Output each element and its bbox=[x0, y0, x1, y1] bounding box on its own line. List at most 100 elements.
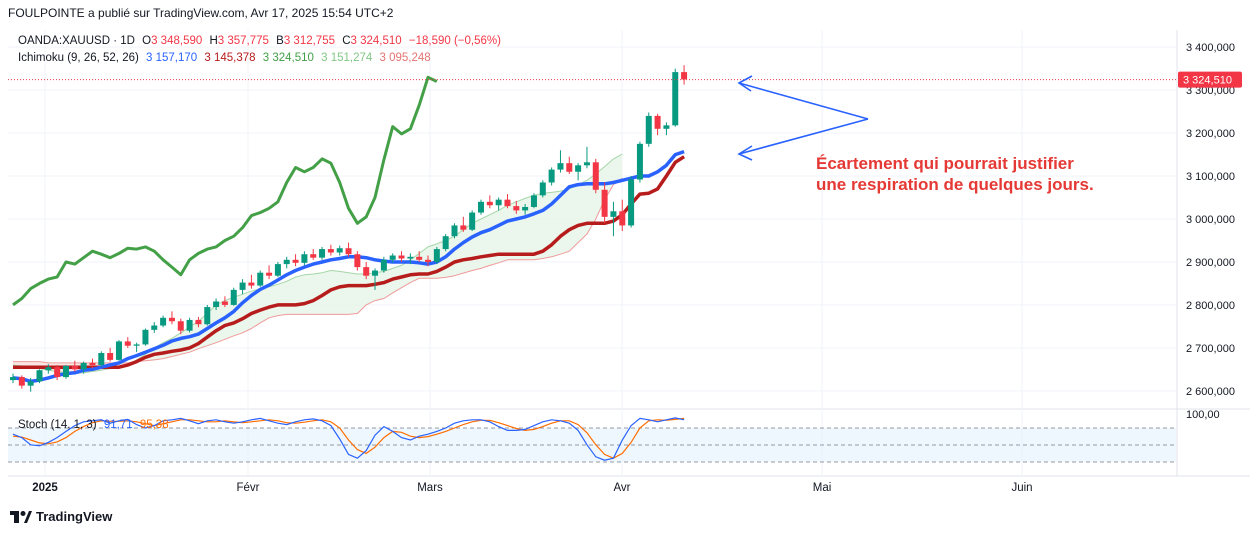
candle bbox=[557, 150, 564, 173]
candle-body bbox=[663, 125, 670, 129]
stoch-d-line bbox=[12, 417, 685, 459]
chikou-span-line bbox=[12, 75, 438, 307]
candle-body bbox=[239, 282, 246, 290]
candle-body bbox=[654, 115, 661, 129]
y-tick-label: 3 200,000 bbox=[1186, 128, 1235, 140]
candle-body bbox=[645, 115, 652, 144]
candle bbox=[477, 199, 484, 215]
candle-body bbox=[18, 377, 25, 386]
candle bbox=[115, 340, 122, 361]
candle bbox=[336, 245, 343, 256]
symbol-label[interactable]: OANDA:XAUUSD · 1D bbox=[18, 35, 135, 47]
candle bbox=[301, 251, 308, 266]
candle bbox=[204, 304, 211, 326]
candle-body bbox=[522, 206, 529, 211]
ichimoku-label[interactable]: Ichimoku (9, 26, 52, 26) bbox=[18, 52, 139, 64]
candle bbox=[451, 223, 458, 239]
candle-body bbox=[539, 182, 546, 196]
candle-body bbox=[186, 319, 193, 331]
arrow-shaft-upper bbox=[738, 82, 869, 120]
candle bbox=[133, 342, 140, 353]
candle bbox=[566, 156, 573, 174]
candle-body bbox=[336, 248, 343, 253]
candle bbox=[89, 358, 96, 369]
candle-body bbox=[557, 163, 564, 170]
chart-grid bbox=[8, 30, 1250, 477]
candle bbox=[292, 254, 299, 267]
candle-body bbox=[142, 329, 149, 345]
candle bbox=[672, 68, 679, 127]
candle bbox=[266, 265, 273, 280]
candle-body bbox=[619, 211, 626, 226]
candle-body bbox=[133, 344, 140, 346]
arrow-head-lower bbox=[737, 145, 753, 161]
candle-body bbox=[601, 189, 608, 217]
candle-body bbox=[628, 179, 635, 226]
annotation-text: Écartement qui pourrait justifier une re… bbox=[816, 153, 1094, 195]
chikou-value: 3 324,510 bbox=[262, 52, 314, 64]
candle-body bbox=[433, 249, 440, 262]
candle bbox=[80, 361, 87, 374]
arrow-head-upper bbox=[737, 75, 753, 92]
candle bbox=[425, 255, 432, 267]
stoch-d-value: 95,38 bbox=[139, 419, 169, 431]
stoch-axis-label: 100,00 bbox=[1186, 409, 1220, 421]
candle bbox=[619, 199, 626, 232]
candle-body bbox=[204, 307, 211, 325]
candle-body bbox=[27, 381, 34, 386]
candle-body bbox=[460, 225, 467, 230]
candle-body bbox=[54, 367, 61, 378]
candle-body bbox=[486, 201, 493, 206]
candle bbox=[10, 373, 16, 384]
candle-body bbox=[151, 325, 158, 330]
y-tick-label: 2 700,000 bbox=[1186, 343, 1235, 355]
candle bbox=[380, 256, 387, 273]
candle-body bbox=[115, 341, 122, 360]
candle-body bbox=[98, 353, 105, 366]
candle bbox=[186, 317, 193, 333]
candle bbox=[160, 315, 167, 328]
candle bbox=[416, 251, 423, 262]
candle bbox=[319, 246, 326, 260]
legend-close: C3 324,510 bbox=[342, 35, 402, 47]
candle-body bbox=[610, 211, 617, 217]
candle bbox=[283, 256, 290, 269]
candle bbox=[575, 163, 582, 181]
candle-body bbox=[425, 259, 432, 262]
candle bbox=[495, 197, 502, 211]
candle bbox=[310, 249, 317, 260]
candle-body bbox=[372, 270, 379, 276]
candle bbox=[663, 122, 670, 136]
candle-body bbox=[107, 353, 114, 360]
legend-high: H3 357,775 bbox=[209, 35, 269, 47]
annotation-arrows bbox=[737, 75, 869, 161]
candle-body bbox=[221, 301, 228, 305]
candle bbox=[681, 65, 688, 85]
candle bbox=[62, 365, 69, 379]
candle bbox=[389, 253, 396, 263]
annotation-line-2: une respiration de quelques jours. bbox=[816, 175, 1094, 194]
tradingview-logo[interactable]: TradingView bbox=[10, 509, 112, 524]
candle bbox=[36, 369, 43, 384]
candle-body bbox=[327, 249, 334, 253]
candle-body bbox=[583, 162, 590, 166]
candle bbox=[151, 322, 158, 333]
candle-body bbox=[442, 236, 449, 250]
span-a-value: 3 151,274 bbox=[321, 52, 373, 64]
y-tick-label: 2 800,000 bbox=[1186, 300, 1235, 312]
candle bbox=[124, 337, 131, 348]
candle-body bbox=[10, 377, 16, 381]
candle bbox=[239, 279, 246, 295]
stoch-label[interactable]: Stoch (14, 1, 3) bbox=[18, 419, 97, 431]
candle bbox=[27, 377, 34, 392]
candle bbox=[98, 351, 105, 367]
stochastic-panel: 100,00 bbox=[8, 409, 1220, 463]
legend-low: B3 312,755 bbox=[276, 35, 335, 47]
legend-open: O3 348,590 bbox=[142, 35, 203, 47]
x-tick-label: Mars bbox=[417, 482, 443, 494]
candle bbox=[628, 176, 635, 228]
candle-body bbox=[504, 199, 511, 207]
ichimoku-legend: Ichimoku (9, 26, 52, 26) 3 157,170 3 145… bbox=[18, 52, 435, 64]
candle-body bbox=[160, 317, 167, 326]
